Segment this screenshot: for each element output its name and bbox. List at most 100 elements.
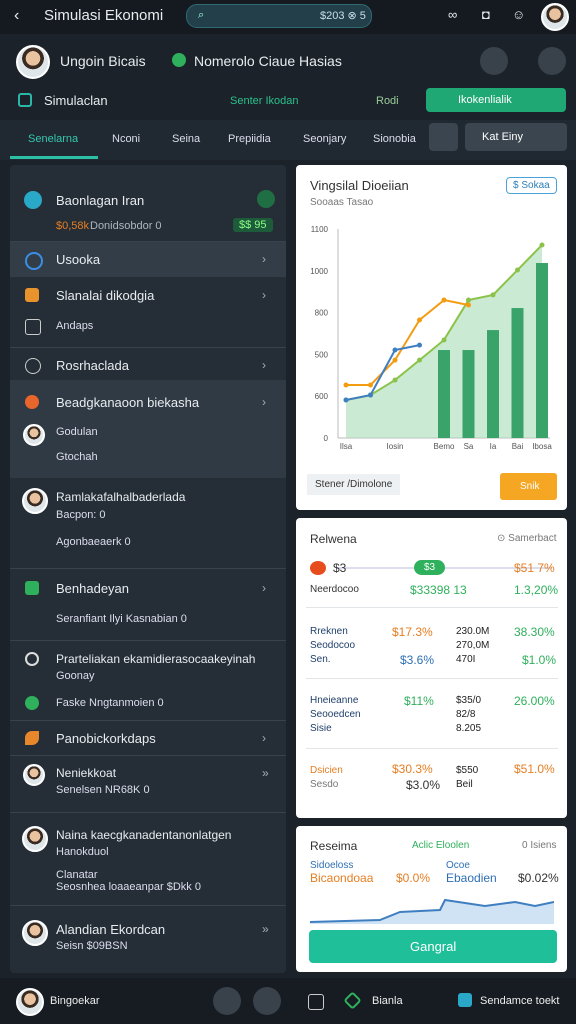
- icon[interactable]: ☺: [512, 7, 526, 22]
- chart-button[interactable]: $ Sokaa: [506, 177, 557, 194]
- table-link[interactable]: ⊙ Samerbact: [497, 533, 557, 544]
- cell-labels: Hneieanne Seooedcen Sisie: [310, 694, 361, 736]
- point: [466, 297, 471, 303]
- cell-values: $35/0 82/8 8.205: [456, 694, 481, 736]
- mini-chart: [310, 898, 554, 924]
- point: [417, 317, 422, 323]
- point: [539, 242, 545, 248]
- point: [515, 267, 520, 273]
- icon: [25, 358, 41, 374]
- divider: [10, 568, 286, 569]
- item-title: Naina kaecgkanadentanonlatgen: [56, 828, 232, 842]
- icon[interactable]: ∞: [448, 7, 458, 22]
- x-axis-label: Sa: [464, 442, 474, 451]
- point: [466, 302, 471, 308]
- point: [368, 382, 373, 388]
- tab[interactable]: Nconi: [112, 133, 141, 145]
- icon-button[interactable]: [213, 987, 241, 1015]
- item-title: Slanalai dikodgia: [56, 288, 155, 303]
- cell: $3: [333, 561, 347, 575]
- tab[interactable]: Prepiidia: [228, 133, 271, 145]
- cell-values: $550 Beil: [456, 764, 478, 792]
- action-label: Ikokenlialik: [458, 94, 512, 106]
- item-sub: Bacpon: 0: [56, 509, 106, 521]
- divider: [10, 755, 286, 756]
- item-sub: Seranfiant Ilyi Kasnabian 0: [56, 613, 187, 625]
- chevron[interactable]: ›: [262, 288, 266, 302]
- icon[interactable]: [308, 994, 324, 1010]
- chevron[interactable]: »: [262, 922, 269, 936]
- item-title: Neniekkoat: [56, 766, 117, 780]
- cell: Seodocoo: [310, 640, 356, 651]
- item-sub: Goonay: [56, 670, 95, 682]
- cell: 230.0M: [456, 626, 490, 637]
- chevron[interactable]: ›: [262, 358, 266, 372]
- chart-action[interactable]: [500, 473, 557, 500]
- item-sub: Hanokduol: [56, 846, 109, 858]
- icon[interactable]: ◘: [482, 7, 490, 22]
- avatar: [22, 488, 48, 514]
- chevron[interactable]: ›: [262, 395, 266, 409]
- row-highlight: [10, 242, 286, 277]
- item-title: Alandian Ekordcan: [56, 922, 166, 937]
- chevron[interactable]: ›: [262, 581, 266, 595]
- icon: [25, 288, 39, 302]
- item-sub: Donidsobdor 0: [90, 220, 162, 232]
- sub-center[interactable]: Senter Ikodan: [230, 95, 299, 107]
- point: [343, 397, 349, 403]
- icon: [25, 252, 43, 270]
- item-sub: Seisn $09BSN: [56, 940, 128, 952]
- search-box[interactable]: [186, 4, 372, 28]
- divider: [306, 748, 558, 749]
- bottom-mid[interactable]: Bianla: [372, 995, 403, 1007]
- close-button[interactable]: [257, 190, 275, 208]
- tab[interactable]: Seina: [172, 133, 201, 145]
- profile-status: Nomerolo Ciaue Hasias: [194, 53, 342, 69]
- icon-button[interactable]: [480, 47, 508, 75]
- item-title: Prarteliakan ekamidierasocaakeyinah: [56, 652, 256, 666]
- line: [346, 298, 469, 386]
- summary-button[interactable]: [309, 930, 557, 963]
- chevron[interactable]: »: [262, 766, 269, 780]
- dropdown[interactable]: [465, 123, 567, 151]
- mini-line: [310, 898, 554, 923]
- icon-button[interactable]: [538, 47, 566, 75]
- x-axis-label: Ia: [490, 442, 497, 451]
- cell: $3.0%: [406, 778, 441, 792]
- action-button[interactable]: [426, 88, 566, 112]
- summary-label: Ebaodien: [446, 871, 497, 885]
- bottom-right[interactable]: Sendamce toekt: [480, 995, 560, 1007]
- cell-pill: $3: [414, 560, 446, 575]
- table-title: Relwena: [310, 532, 357, 546]
- icon: [458, 993, 472, 1007]
- item-title: Baonlagan Iran: [56, 193, 145, 208]
- point: [392, 377, 398, 383]
- chevron[interactable]: ›: [262, 731, 266, 745]
- avatar: [16, 45, 50, 79]
- back-button[interactable]: ‹: [14, 7, 20, 24]
- item-amount: $0,58k: [56, 220, 90, 232]
- cell: 8.205: [456, 723, 482, 734]
- cell: $35/0: [456, 695, 482, 706]
- item-title: Rosrhaclada: [56, 358, 129, 373]
- avatar[interactable]: [541, 3, 569, 31]
- point: [392, 347, 398, 353]
- y-axis-label: 800: [315, 309, 329, 318]
- chevron[interactable]: ›: [262, 252, 266, 266]
- y-axis-label: 1000: [310, 267, 328, 276]
- sub-right[interactable]: Rodi: [376, 95, 399, 107]
- tab[interactable]: Sionobia: [373, 133, 416, 145]
- point: [417, 357, 422, 363]
- item-title: Faske Nngtanmoien 0: [56, 697, 164, 709]
- sub-left: Simulaclan: [44, 93, 108, 108]
- chart-subtitle: Sooaas Tasao: [310, 197, 374, 208]
- item-sub: Andaps: [56, 320, 94, 332]
- cell: Rreknen: [310, 626, 348, 637]
- bar: [462, 350, 475, 438]
- search-value: $203 ⊗ 5: [320, 10, 366, 22]
- tab[interactable]: Seonjary: [303, 133, 347, 145]
- search-button[interactable]: [429, 123, 458, 151]
- tab[interactable]: Senelarna: [28, 133, 79, 145]
- icon-button[interactable]: [253, 987, 281, 1015]
